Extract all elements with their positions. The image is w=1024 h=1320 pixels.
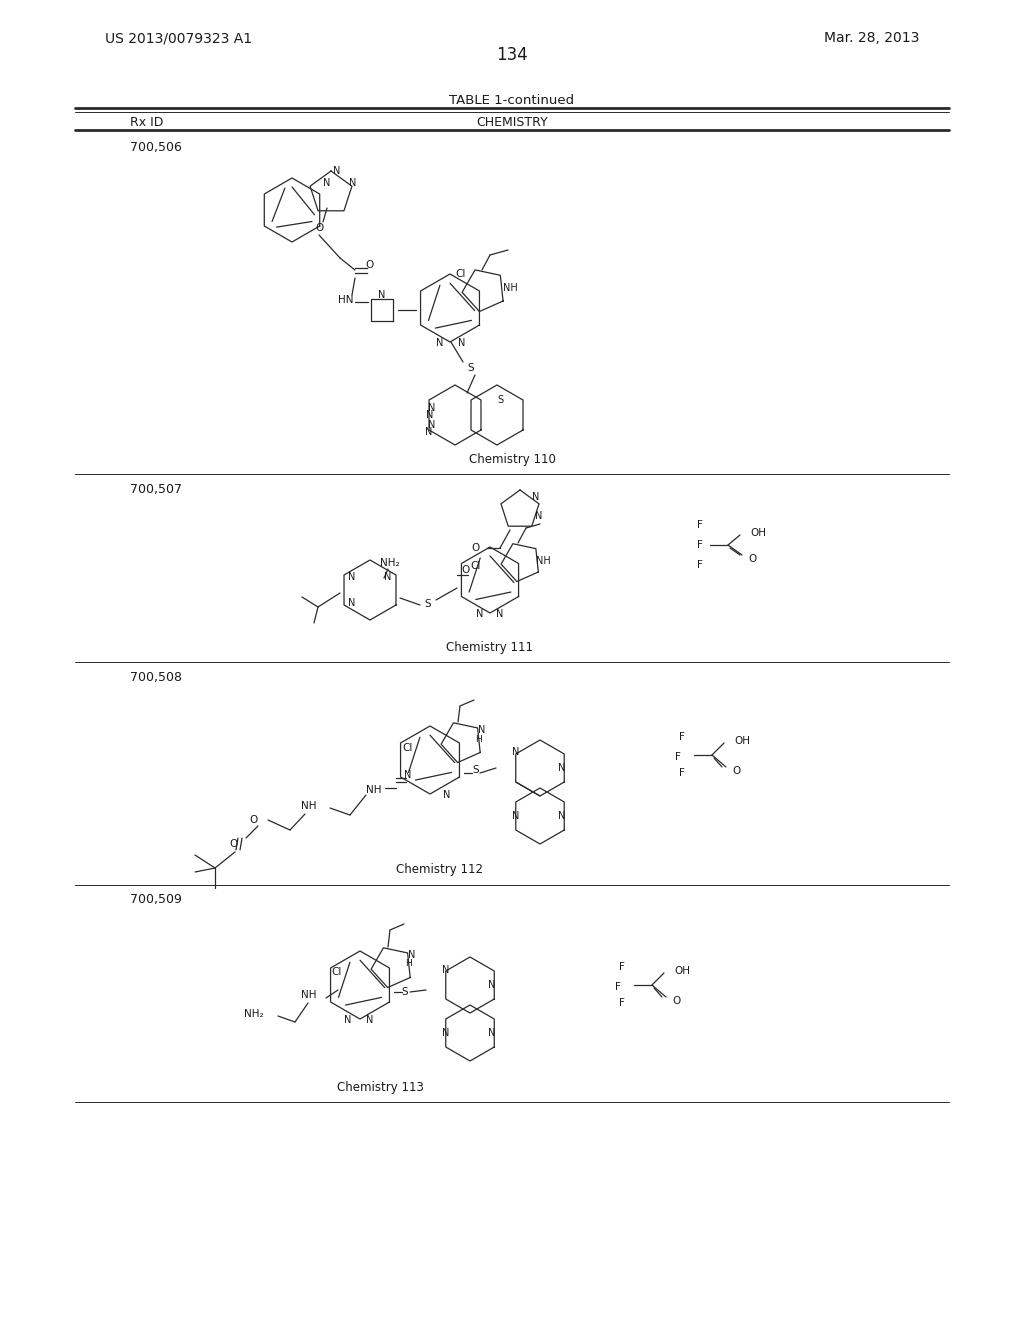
Text: Chemistry 111: Chemistry 111 xyxy=(446,642,534,655)
Text: F: F xyxy=(620,998,625,1008)
Text: OH: OH xyxy=(734,737,750,746)
Text: N: N xyxy=(558,810,565,821)
Text: N: N xyxy=(512,810,520,821)
Text: N: N xyxy=(442,1028,450,1038)
Text: N: N xyxy=(488,1028,496,1038)
Text: Rx ID: Rx ID xyxy=(130,116,164,128)
Text: NH: NH xyxy=(367,785,382,795)
Text: N: N xyxy=(532,492,540,502)
Text: NH: NH xyxy=(300,990,316,1001)
Text: 700,508: 700,508 xyxy=(130,672,182,685)
Text: O: O xyxy=(732,766,740,776)
Text: NH: NH xyxy=(536,556,551,566)
Text: Cl: Cl xyxy=(471,561,481,572)
Text: N: N xyxy=(348,598,355,609)
Text: F: F xyxy=(620,962,625,972)
Text: O: O xyxy=(229,840,239,849)
Text: N: N xyxy=(378,290,386,300)
Text: N: N xyxy=(324,178,331,187)
Text: F: F xyxy=(615,982,621,993)
Text: F: F xyxy=(697,540,702,550)
Text: N: N xyxy=(428,420,435,430)
Text: S: S xyxy=(473,766,479,775)
Text: O: O xyxy=(748,554,757,564)
Text: 134: 134 xyxy=(496,46,528,63)
Text: N: N xyxy=(344,1015,351,1026)
Text: Mar. 28, 2013: Mar. 28, 2013 xyxy=(823,30,919,45)
Text: 700,509: 700,509 xyxy=(130,894,182,907)
Text: OH: OH xyxy=(674,966,690,975)
Text: N: N xyxy=(488,979,496,990)
Text: N: N xyxy=(334,166,341,176)
Text: NH: NH xyxy=(503,282,518,293)
Text: TABLE 1-continued: TABLE 1-continued xyxy=(450,94,574,107)
Text: N: N xyxy=(349,178,356,187)
Text: H: H xyxy=(404,960,412,969)
Text: F: F xyxy=(697,520,702,531)
Text: O: O xyxy=(250,814,258,825)
Text: Chemistry 112: Chemistry 112 xyxy=(396,863,483,876)
Text: F: F xyxy=(679,768,685,777)
Text: N: N xyxy=(476,609,483,619)
Text: O: O xyxy=(366,260,374,271)
Text: N: N xyxy=(436,338,443,348)
Text: HN: HN xyxy=(338,294,353,305)
Text: OH: OH xyxy=(750,528,766,539)
Text: N: N xyxy=(348,572,355,582)
Text: 700,507: 700,507 xyxy=(130,483,182,496)
Text: N: N xyxy=(536,511,543,521)
Text: O: O xyxy=(472,543,480,553)
Text: O: O xyxy=(462,565,470,576)
Text: NH: NH xyxy=(300,801,316,810)
Text: N: N xyxy=(459,338,466,348)
Text: O: O xyxy=(314,223,324,234)
Text: Chemistry 110: Chemistry 110 xyxy=(469,454,555,466)
Text: N: N xyxy=(428,403,435,413)
Text: N: N xyxy=(404,770,412,780)
Text: N: N xyxy=(384,572,392,582)
Text: O: O xyxy=(672,997,680,1006)
Text: N: N xyxy=(558,763,565,774)
Text: N: N xyxy=(425,426,433,437)
Text: Cl: Cl xyxy=(456,269,466,279)
Text: N: N xyxy=(478,725,485,735)
Text: CHEMISTRY: CHEMISTRY xyxy=(476,116,548,128)
Text: N: N xyxy=(512,747,520,756)
Text: S: S xyxy=(497,395,503,405)
Text: NH₂: NH₂ xyxy=(380,558,399,568)
Text: N: N xyxy=(443,789,451,800)
Text: S: S xyxy=(401,987,409,997)
Text: US 2013/0079323 A1: US 2013/0079323 A1 xyxy=(105,30,252,45)
Text: N: N xyxy=(497,609,504,619)
Text: NH₂: NH₂ xyxy=(245,1008,264,1019)
Text: N: N xyxy=(426,411,434,420)
Text: F: F xyxy=(679,733,685,742)
Text: F: F xyxy=(697,560,702,570)
Text: N: N xyxy=(442,965,450,975)
Text: S: S xyxy=(425,599,431,609)
Text: Cl: Cl xyxy=(402,743,414,752)
Text: Chemistry 113: Chemistry 113 xyxy=(337,1081,424,1094)
Text: Cl: Cl xyxy=(332,968,342,977)
Text: N: N xyxy=(409,950,416,960)
Text: H: H xyxy=(475,735,481,744)
Text: N: N xyxy=(367,1015,374,1026)
Text: F: F xyxy=(675,752,681,762)
Text: S: S xyxy=(468,363,474,374)
Text: 700,506: 700,506 xyxy=(130,141,182,154)
